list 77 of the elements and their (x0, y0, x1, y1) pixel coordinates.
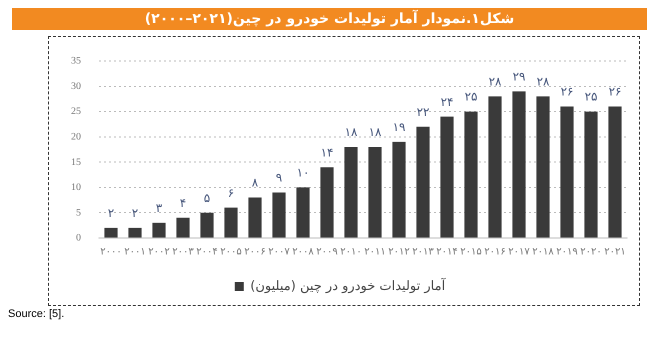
bar (176, 218, 190, 238)
x-tick-label: ۲۰۱۷ (508, 246, 530, 258)
x-tick-label: ۲۰۱۲ (388, 246, 410, 258)
legend-label: آمار تولیدات خودرو در چین (میلیون) (250, 276, 447, 294)
data-label: ۱۹ (392, 120, 406, 134)
bar (296, 187, 310, 238)
x-tick-label: ۲۰۰۸ (292, 246, 314, 258)
bar (392, 142, 406, 238)
data-label: ۳ (156, 200, 163, 215)
x-tick-label: ۲۰۱۵ (460, 246, 482, 258)
data-label: ۲۶ (608, 84, 622, 99)
data-label: ۲۸ (488, 74, 502, 89)
bar (512, 91, 526, 238)
bar (608, 106, 622, 238)
bar (200, 212, 214, 238)
x-tick-label: ۲۰۰۴ (196, 246, 218, 258)
bar (344, 146, 358, 238)
y-tick-label: 25 (71, 106, 81, 118)
source-note: Source: [5]. (8, 308, 66, 320)
bar (128, 228, 142, 238)
data-label: ۱۰ (296, 166, 310, 180)
data-label: ۲۸ (536, 74, 550, 89)
bar (536, 96, 550, 238)
data-label: ۴ (180, 196, 186, 210)
x-tick-label: ۲۰۱۴ (436, 246, 458, 258)
bar (368, 146, 382, 238)
bar (416, 126, 430, 238)
bar (272, 192, 286, 238)
bar (560, 106, 574, 238)
data-label: ۲ (132, 206, 138, 220)
x-tick-label: ۲۰۰۷ (268, 246, 290, 258)
data-label: ۶ (228, 186, 234, 200)
y-tick-label: 10 (71, 182, 81, 194)
bar (320, 167, 334, 238)
y-tick-label: 5 (76, 207, 81, 218)
x-tick-label: ۲۰۰۹ (316, 246, 338, 258)
x-tick-label: ۲۰۱۶ (484, 246, 506, 258)
y-tick-label: 30 (71, 80, 81, 92)
data-label: ۲۶ (560, 84, 574, 99)
y-tick-label: 20 (71, 131, 81, 142)
bar (464, 112, 478, 238)
y-tick-label: 0 (76, 232, 81, 244)
data-label: ۲۵ (584, 90, 598, 104)
x-tick-label: ۲۰۱۳ (412, 246, 434, 258)
bar (248, 198, 262, 238)
x-tick-label: ۲۰۰۱ (124, 246, 146, 258)
y-tick-label: 35 (71, 56, 81, 67)
bar (488, 96, 502, 238)
x-tick-label: ۲۰۲۱ (604, 246, 626, 258)
x-tick-label: ۲۰۲۰ (580, 246, 602, 258)
y-tick-label: 15 (71, 156, 81, 168)
chart-title: شکل۱.نمودار آمار تولیدات خودرو در چین(۲۰۲۱–۲۰۰۰) (12, 8, 647, 30)
bar (152, 222, 166, 238)
x-tick-label: ۲۰۱۹ (556, 246, 578, 258)
x-tick-label: ۲۰۰۵ (220, 246, 242, 258)
data-label: ۲۲ (416, 104, 430, 119)
bar (584, 112, 598, 238)
data-label: ۹ (276, 170, 282, 185)
data-label: ۱۸ (368, 125, 382, 140)
data-label: ۵ (204, 190, 210, 205)
x-tick-label: ۲۰۰۶ (244, 246, 266, 258)
data-label: ۲۴ (440, 94, 454, 109)
data-label: ۲۹ (512, 69, 526, 84)
data-label: ۸ (252, 176, 259, 190)
bar (224, 208, 238, 238)
x-tick-label: ۲۰۱۱ (364, 246, 386, 258)
x-tick-label: ۲۰۰۲ (148, 246, 170, 258)
data-label: ۲ (108, 206, 114, 220)
data-label: ۱۸ (344, 125, 358, 140)
bar (104, 228, 118, 238)
x-tick-label: ۲۰۰۳ (172, 246, 194, 258)
data-label: ۱۴ (320, 145, 334, 160)
x-tick-label: ۲۰۰۰ (100, 246, 122, 258)
x-tick-label: ۲۰۱۰ (340, 246, 362, 258)
data-label: ۲۵ (464, 90, 478, 104)
bar (440, 116, 454, 238)
x-tick-label: ۲۰۱۸ (532, 246, 554, 258)
